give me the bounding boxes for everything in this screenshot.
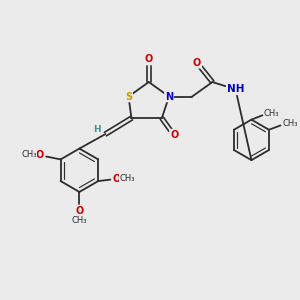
Text: CH₃: CH₃ bbox=[22, 150, 37, 159]
Text: CH₃: CH₃ bbox=[119, 174, 135, 183]
Text: CH₃: CH₃ bbox=[264, 109, 279, 118]
Text: CH₃: CH₃ bbox=[72, 216, 87, 225]
Text: O: O bbox=[75, 206, 83, 216]
Text: CH₃: CH₃ bbox=[282, 119, 298, 128]
Text: O: O bbox=[36, 150, 44, 160]
Text: O: O bbox=[193, 58, 201, 68]
Text: O: O bbox=[113, 174, 121, 184]
Text: NH: NH bbox=[227, 84, 244, 94]
Text: O: O bbox=[145, 55, 153, 64]
Text: N: N bbox=[165, 92, 173, 101]
Text: O: O bbox=[170, 130, 178, 140]
Text: H: H bbox=[94, 125, 101, 134]
Text: S: S bbox=[125, 92, 132, 101]
